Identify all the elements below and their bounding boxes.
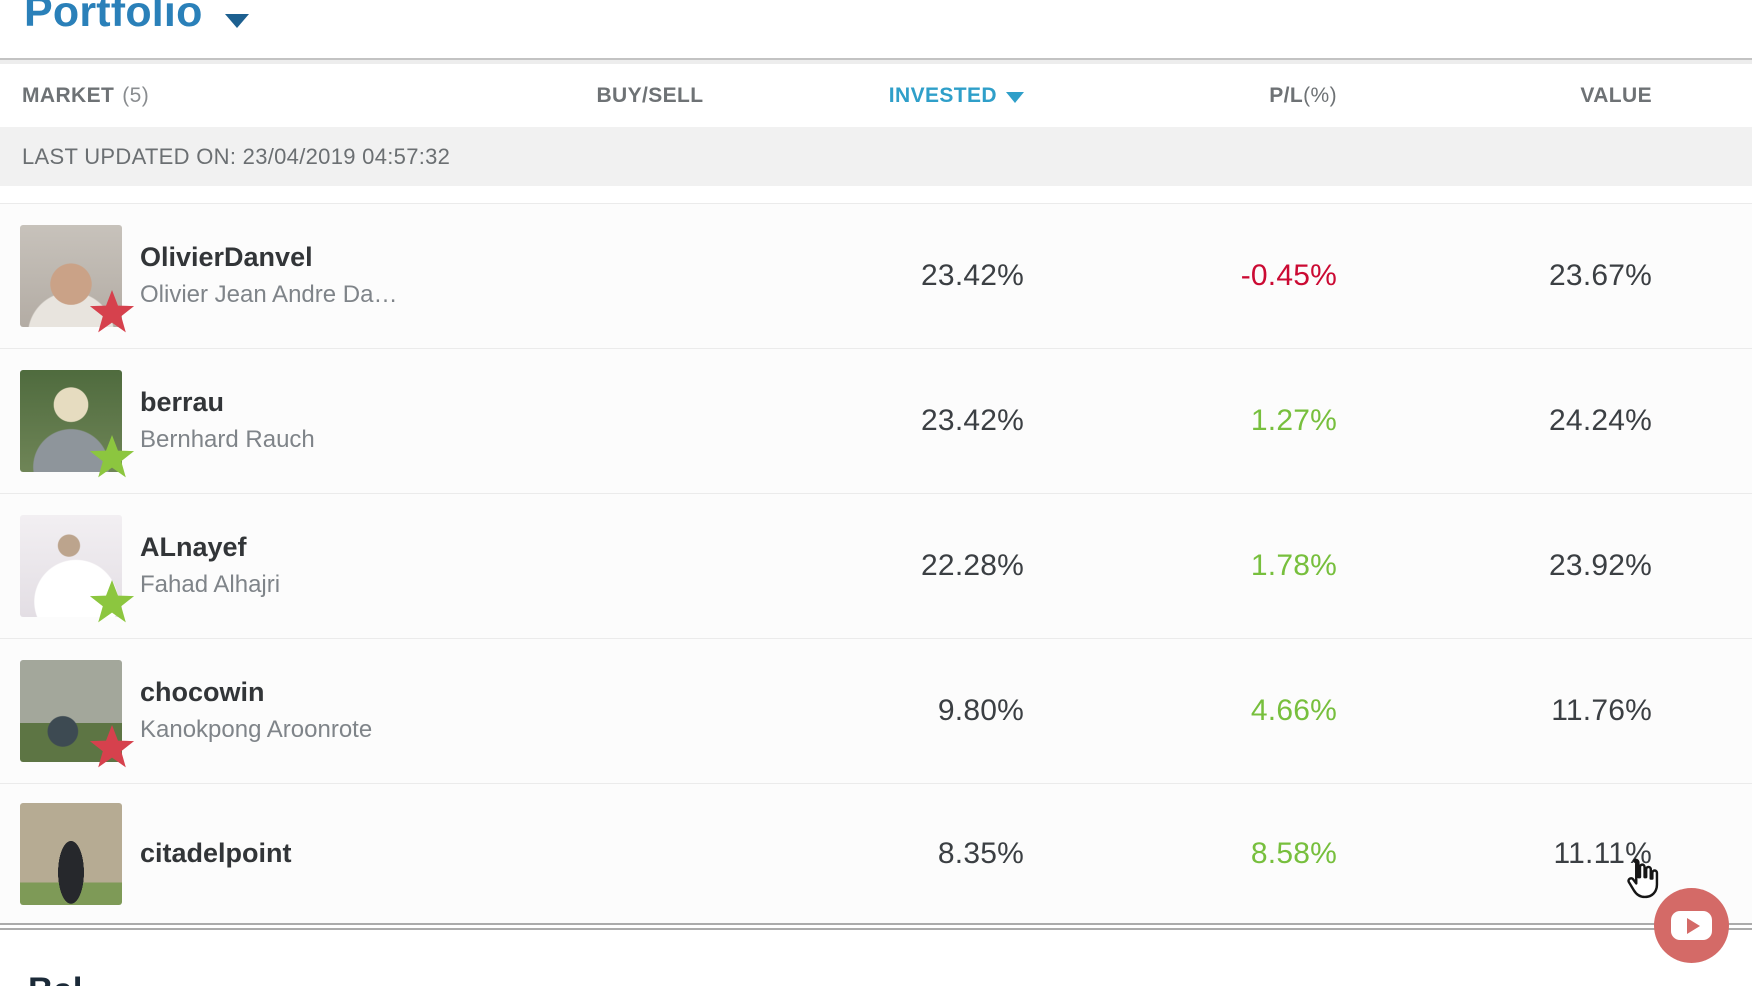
full-name: Kanokpong Aroonrote: [140, 716, 373, 744]
table-row[interactable]: ALnayef Fahad Alhajri 22.28% 1.78% 23.92…: [0, 493, 1752, 638]
value-value: 24.24%: [1549, 404, 1652, 437]
avatar-wrap: [20, 660, 135, 768]
username[interactable]: berrau: [140, 387, 225, 418]
market-label: MARKET: [22, 83, 115, 107]
column-header-value[interactable]: VALUE: [1337, 84, 1652, 108]
username[interactable]: OlivierDanvel: [140, 242, 313, 273]
invested-value: 23.42%: [921, 404, 1024, 437]
market-cell: chocowin Kanokpong Aroonrote: [0, 639, 460, 783]
page-title: Portfolio: [24, 0, 203, 36]
partial-section-heading: Bal: [28, 971, 82, 986]
youtube-video-button[interactable]: [1654, 888, 1729, 963]
username[interactable]: ALnayef: [140, 532, 247, 563]
user-info: chocowin Kanokpong Aroonrote: [140, 678, 372, 743]
user-info: ALnayef Fahad Alhajri: [140, 533, 280, 598]
invested-value: 22.28%: [921, 549, 1024, 582]
avatar-wrap: [20, 515, 135, 623]
full-name: Olivier Jean Andre Da…: [140, 281, 398, 309]
table-row[interactable]: citadelpoint 8.35% 8.58% 11.11%: [0, 783, 1752, 923]
buy-sell-label: BUY/SELL: [596, 83, 704, 107]
pl-value: 4.66%: [1250, 694, 1337, 727]
full-name: Bernhard Rauch: [140, 426, 315, 454]
table-row[interactable]: berrau Bernhard Rauch 23.42% 1.27% 24.24…: [0, 348, 1752, 493]
avatar-wrap: [20, 225, 135, 333]
chevron-down-icon: [224, 13, 249, 28]
pl-suffix-label: (%): [1303, 83, 1337, 107]
invested-value: 8.35%: [937, 836, 1024, 870]
column-header-invested[interactable]: INVESTED: [840, 84, 1024, 108]
avatar-wrap: [20, 802, 122, 905]
value-value: 23.67%: [1549, 259, 1652, 292]
market-cell: citadelpoint: [0, 784, 460, 923]
market-cell: OlivierDanvel Olivier Jean Andre Da…: [0, 204, 460, 348]
pl-value: 8.58%: [1250, 836, 1337, 870]
column-header-buy-sell[interactable]: BUY/SELL: [460, 84, 840, 108]
avatar-wrap: [20, 370, 135, 478]
market-cell: berrau Bernhard Rauch: [0, 349, 460, 493]
value-value: 11.76%: [1551, 694, 1652, 727]
portfolio-title-dropdown[interactable]: Portfolio: [24, 0, 249, 37]
value-value: 23.92%: [1549, 549, 1652, 582]
sort-descending-icon: [1006, 91, 1024, 103]
column-header-pl[interactable]: P/L (%): [1024, 84, 1337, 108]
user-info: berrau Bernhard Rauch: [140, 388, 315, 453]
username[interactable]: citadelpoint: [140, 837, 292, 868]
value-label: VALUE: [1580, 83, 1652, 107]
last-updated-bar: LAST UPDATED ON: 23/04/2019 04:57:32: [0, 127, 1752, 186]
bottom-divider: [0, 923, 1752, 931]
table-row[interactable]: OlivierDanvel Olivier Jean Andre Da… 23.…: [0, 203, 1752, 348]
username[interactable]: chocowin: [140, 677, 265, 708]
pl-value: 1.78%: [1250, 549, 1337, 582]
pl-value: 1.27%: [1250, 404, 1337, 437]
last-updated-text: LAST UPDATED ON: 23/04/2019 04:57:32: [22, 143, 451, 169]
invested-label: INVESTED: [888, 83, 997, 107]
avatar[interactable]: [20, 802, 122, 905]
table-header-row: MARKET (5) BUY/SELL INVESTED P/L (%) VALU…: [0, 64, 1752, 127]
user-info: OlivierDanvel Olivier Jean Andre Da…: [140, 243, 397, 308]
invested-value: 23.42%: [921, 259, 1024, 292]
market-table-body: OlivierDanvel Olivier Jean Andre Da… 23.…: [0, 203, 1752, 923]
user-info: citadelpoint: [140, 837, 292, 869]
pl-value: -0.45%: [1240, 259, 1337, 292]
pl-label: P/L: [1269, 83, 1304, 107]
invested-value: 9.80%: [937, 694, 1024, 727]
market-count: (5): [122, 83, 150, 107]
market-cell: ALnayef Fahad Alhajri: [0, 494, 460, 638]
youtube-play-icon: [1671, 911, 1712, 940]
header-divider: [0, 58, 1752, 64]
value-value: 11.11%: [1553, 836, 1652, 870]
column-header-market[interactable]: MARKET (5): [0, 84, 460, 108]
table-row[interactable]: chocowin Kanokpong Aroonrote 9.80% 4.66%…: [0, 638, 1752, 783]
full-name: Fahad Alhajri: [140, 571, 281, 599]
